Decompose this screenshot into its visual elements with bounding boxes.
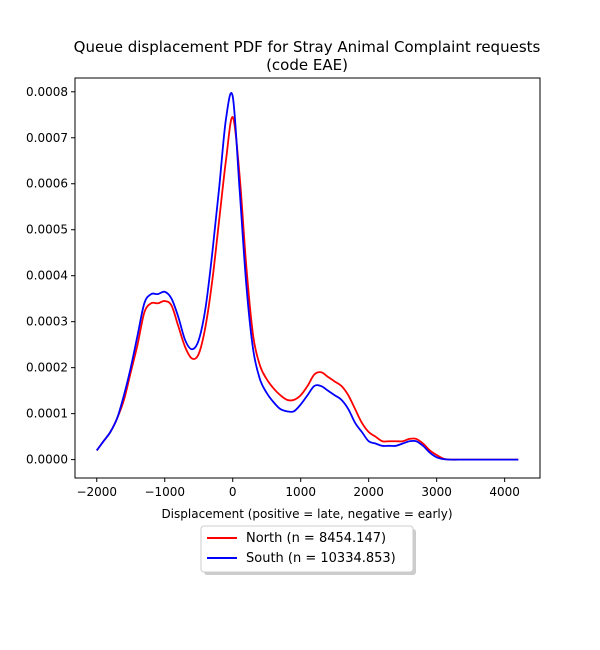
plot-frame [74, 77, 541, 479]
x-tick-label: −2000 [76, 485, 117, 499]
y-tick-label: 0.0003 [26, 315, 68, 329]
x-tick-label: 0 [229, 485, 237, 499]
y-tick-label: 0.0000 [26, 453, 68, 467]
y-tick-label: 0.0004 [26, 269, 68, 283]
x-tick-label: 2000 [353, 485, 384, 499]
y-axis: 0.0000 0.0001 0.0002 0.0003 0.0004 0.0005 0.00… [26, 85, 75, 467]
x-axis: −2000 −1000 0 1000 2000 3000 4000 [76, 478, 520, 499]
y-tick-label: 0.0002 [26, 361, 68, 375]
chart-title-line1: Queue displacement PDF for Stray Animal … [74, 38, 541, 56]
x-tick-label: 4000 [489, 485, 520, 499]
y-tick-label: 0.0005 [26, 223, 68, 237]
y-tick-label: 0.0001 [26, 407, 68, 421]
series-line-south [96, 92, 519, 461]
y-tick-label: 0.0007 [26, 131, 68, 145]
plot-area [96, 92, 519, 461]
legend: North (n = 8454.147) South (n = 10334.85… [200, 525, 416, 575]
legend-label-north: North (n = 8454.147) [246, 531, 386, 546]
legend-label-south: South (n = 10334.853) [246, 551, 396, 566]
legend-box [200, 525, 414, 573]
chart-title-line2: (code EAE) [266, 56, 348, 74]
series-line-north [96, 116, 519, 461]
x-axis-label: Displacement (positive = late, negative … [161, 507, 452, 521]
x-tick-label: 3000 [421, 485, 452, 499]
x-tick-label: 1000 [285, 485, 316, 499]
y-tick-label: 0.0006 [26, 177, 68, 191]
y-tick-label: 0.0008 [26, 85, 68, 99]
x-tick-label: −1000 [144, 485, 185, 499]
